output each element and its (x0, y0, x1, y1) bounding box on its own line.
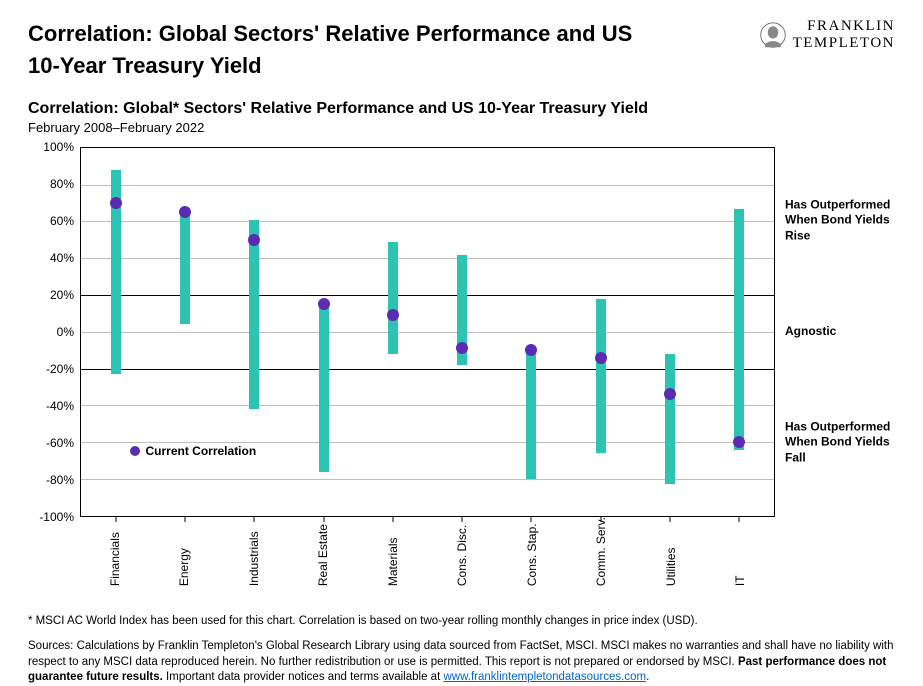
range-bar (180, 210, 190, 324)
legend-label: Current Correlation (146, 444, 257, 458)
current-dot (318, 298, 330, 310)
y-tick-label: -100% (39, 510, 74, 524)
x-tick-label: Energy (150, 517, 220, 592)
range-bar (734, 209, 744, 450)
gridline (81, 185, 774, 186)
chart-daterange: February 2008–February 2022 (28, 120, 895, 135)
brand-logo: FRANKLIN TEMPLETON (759, 18, 895, 51)
y-tick-label: -40% (46, 399, 74, 413)
y-tick-label: 40% (50, 251, 74, 265)
current-dot (179, 206, 191, 218)
franklin-portrait-icon (759, 21, 787, 49)
logo-line-2: TEMPLETON (793, 35, 895, 52)
current-dot (733, 436, 745, 448)
current-dot (110, 197, 122, 209)
y-tick-label: -20% (46, 362, 74, 376)
current-dot (456, 342, 468, 354)
right-annotations: Has Outperformed When Bond Yields Rise Ag… (775, 147, 895, 517)
logo-line-1: FRANKLIN (793, 18, 895, 35)
legend-marker-icon (130, 446, 140, 456)
current-dot (248, 234, 260, 246)
y-tick-label: 60% (50, 214, 74, 228)
current-dot (664, 388, 676, 400)
chart-footnote: * MSCI AC World Index has been used for … (28, 614, 895, 630)
x-tick-label: IT (706, 517, 776, 592)
y-axis: 100%80%60%40%20%0%-20%-40%-60%-80%-100% (28, 147, 80, 517)
src-post: Important data provider notices and term… (163, 671, 444, 683)
range-bar (388, 242, 398, 354)
current-dot (525, 344, 537, 356)
range-bar (665, 354, 675, 485)
sources-link[interactable]: www.franklintempletondatasources.com (443, 671, 646, 683)
page-title: Correlation: Global Sectors' Relative Pe… (28, 18, 632, 82)
annotation-lower: Has Outperformed When Bond Yields Fall (785, 419, 895, 466)
plot-area: Current Correlation (80, 147, 775, 517)
title-line-2: 10-Year Treasury Yield (28, 50, 632, 82)
x-tick-label: Real Estate (289, 517, 359, 592)
chart-title: Correlation: Global* Sectors' Relative P… (28, 100, 895, 118)
gridline (81, 332, 774, 333)
y-tick-label: -60% (46, 436, 74, 450)
sources-text: Sources: Calculations by Franklin Temple… (28, 639, 895, 686)
x-tick-label: Cons. Disc. (428, 517, 498, 592)
y-tick-label: 0% (57, 325, 74, 339)
annotation-mid: Agnostic (785, 324, 895, 340)
range-bar (319, 304, 329, 471)
x-axis: FinancialsEnergyIndustrialsReal EstateMa… (80, 517, 775, 592)
y-tick-label: 20% (50, 288, 74, 302)
y-tick-label: 80% (50, 177, 74, 191)
x-tick-label: Cons. Stap. (497, 517, 567, 592)
annotation-upper: Has Outperformed When Bond Yields Rise (785, 197, 895, 244)
title-line-1: Correlation: Global Sectors' Relative Pe… (28, 18, 632, 50)
current-dot (595, 352, 607, 364)
legend: Current Correlation (130, 444, 257, 458)
range-bar (596, 299, 606, 454)
y-tick-label: 100% (43, 140, 74, 154)
x-tick-label: Industrials (219, 517, 289, 592)
x-tick-label: Financials (80, 517, 150, 592)
x-tick-label: Utilities (636, 517, 706, 592)
current-dot (387, 309, 399, 321)
correlation-chart: 100%80%60%40%20%0%-20%-40%-60%-80%-100% … (28, 147, 895, 517)
src-end: . (646, 671, 649, 683)
y-tick-label: -80% (46, 473, 74, 487)
range-bar (249, 220, 259, 410)
x-tick-label: Comm. Serv. (567, 517, 637, 592)
x-tick-label: Materials (358, 517, 428, 592)
range-bar (526, 347, 536, 479)
